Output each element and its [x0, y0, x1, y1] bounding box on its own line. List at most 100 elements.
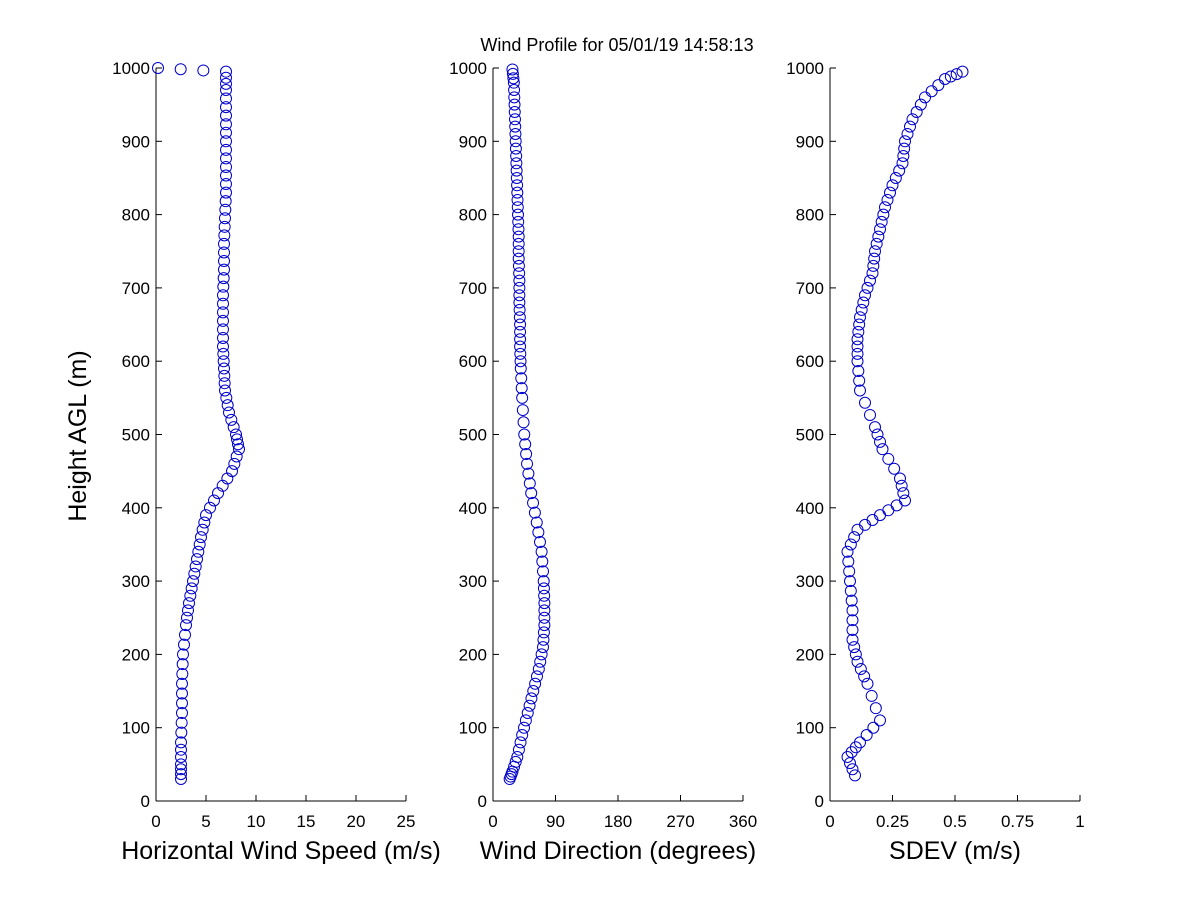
data-point [176, 667, 189, 680]
data-point [514, 340, 527, 353]
data-point [898, 142, 911, 155]
data-point [846, 623, 859, 636]
data-point [538, 604, 551, 617]
data-point [511, 179, 524, 192]
data-point [220, 169, 232, 182]
data-point [857, 296, 870, 309]
data-point [523, 477, 536, 490]
data-point [527, 496, 540, 509]
data-point [534, 655, 547, 668]
data-point [871, 428, 884, 441]
data-point [851, 355, 864, 368]
data-point [510, 164, 523, 177]
data-point [845, 594, 858, 607]
data-point [509, 142, 522, 155]
data-point [861, 677, 874, 690]
data-point [231, 433, 243, 446]
data-point [227, 421, 240, 434]
data-point [176, 687, 188, 700]
data-point [513, 274, 526, 287]
y-tick-label: 500 [459, 426, 487, 445]
y-tick-label: 800 [796, 206, 824, 225]
data-point [890, 499, 903, 512]
data-point [511, 193, 524, 206]
data-point [925, 85, 938, 98]
data-point [220, 65, 232, 78]
data-point [882, 452, 895, 465]
data-point [888, 462, 901, 475]
y-tick-label: 800 [122, 206, 150, 225]
data-point [914, 98, 927, 111]
data-point [217, 306, 229, 319]
data-point [846, 604, 859, 617]
data-point [889, 171, 902, 184]
data-point [217, 272, 230, 285]
data-point [906, 113, 919, 126]
data-point [517, 416, 530, 429]
data-point [220, 152, 232, 165]
data-point [874, 223, 886, 236]
data-point [218, 229, 231, 242]
data-point [512, 223, 525, 236]
data-point [874, 714, 886, 727]
data-point [844, 575, 856, 588]
panels: 0 5 10 15 20 25010020030040050060070080090010… [112, 59, 1085, 865]
data-point [849, 741, 862, 754]
data-point [230, 428, 242, 441]
data-point [181, 611, 193, 624]
data-point [855, 303, 868, 316]
data-point [525, 692, 538, 705]
data-point [512, 237, 525, 250]
data-point [507, 72, 520, 85]
data-point [864, 274, 876, 287]
data-point [852, 325, 865, 338]
data-point [218, 377, 231, 390]
y-tick-label: 900 [796, 132, 824, 151]
data-point [180, 619, 192, 632]
y-tick-label: 0 [141, 792, 150, 811]
x-tick-label: 0 [151, 812, 160, 831]
data-point [217, 297, 229, 310]
data-point [218, 246, 230, 259]
data-point [512, 245, 525, 258]
data-point [175, 768, 187, 781]
data-point [189, 560, 202, 573]
data-point [858, 670, 871, 683]
data-point [869, 245, 881, 258]
data-point [514, 333, 527, 346]
data-point [184, 589, 197, 602]
data-point [514, 736, 527, 749]
data-point [895, 479, 908, 492]
data-point [841, 751, 854, 764]
data-point [195, 531, 207, 544]
data-point [175, 726, 188, 739]
x-tick-label: 15 [297, 812, 316, 831]
data-point [868, 252, 881, 265]
data-point [176, 697, 188, 710]
data-point [196, 523, 209, 536]
data-point [530, 670, 543, 683]
data-point [851, 655, 864, 668]
data-point [185, 582, 198, 595]
data-point [220, 77, 232, 90]
data-point [220, 135, 232, 148]
x-tick-label: 360 [729, 812, 757, 831]
data-point [220, 160, 232, 173]
data-point [843, 565, 856, 578]
data-point [527, 685, 540, 698]
data-point [538, 589, 551, 602]
data-point [514, 362, 527, 375]
data-point [514, 355, 527, 368]
data-point [193, 538, 206, 551]
data-point [219, 212, 231, 225]
data-point [919, 91, 931, 104]
y-tick-label: 400 [122, 499, 150, 518]
data-point [536, 555, 549, 568]
data-point [867, 721, 880, 734]
data-point [899, 494, 911, 507]
x-tick-label: 10 [247, 812, 266, 831]
data-point [217, 355, 230, 368]
data-point [175, 773, 187, 786]
data-point [182, 604, 194, 617]
x-tick-label: 0.5 [943, 812, 967, 831]
